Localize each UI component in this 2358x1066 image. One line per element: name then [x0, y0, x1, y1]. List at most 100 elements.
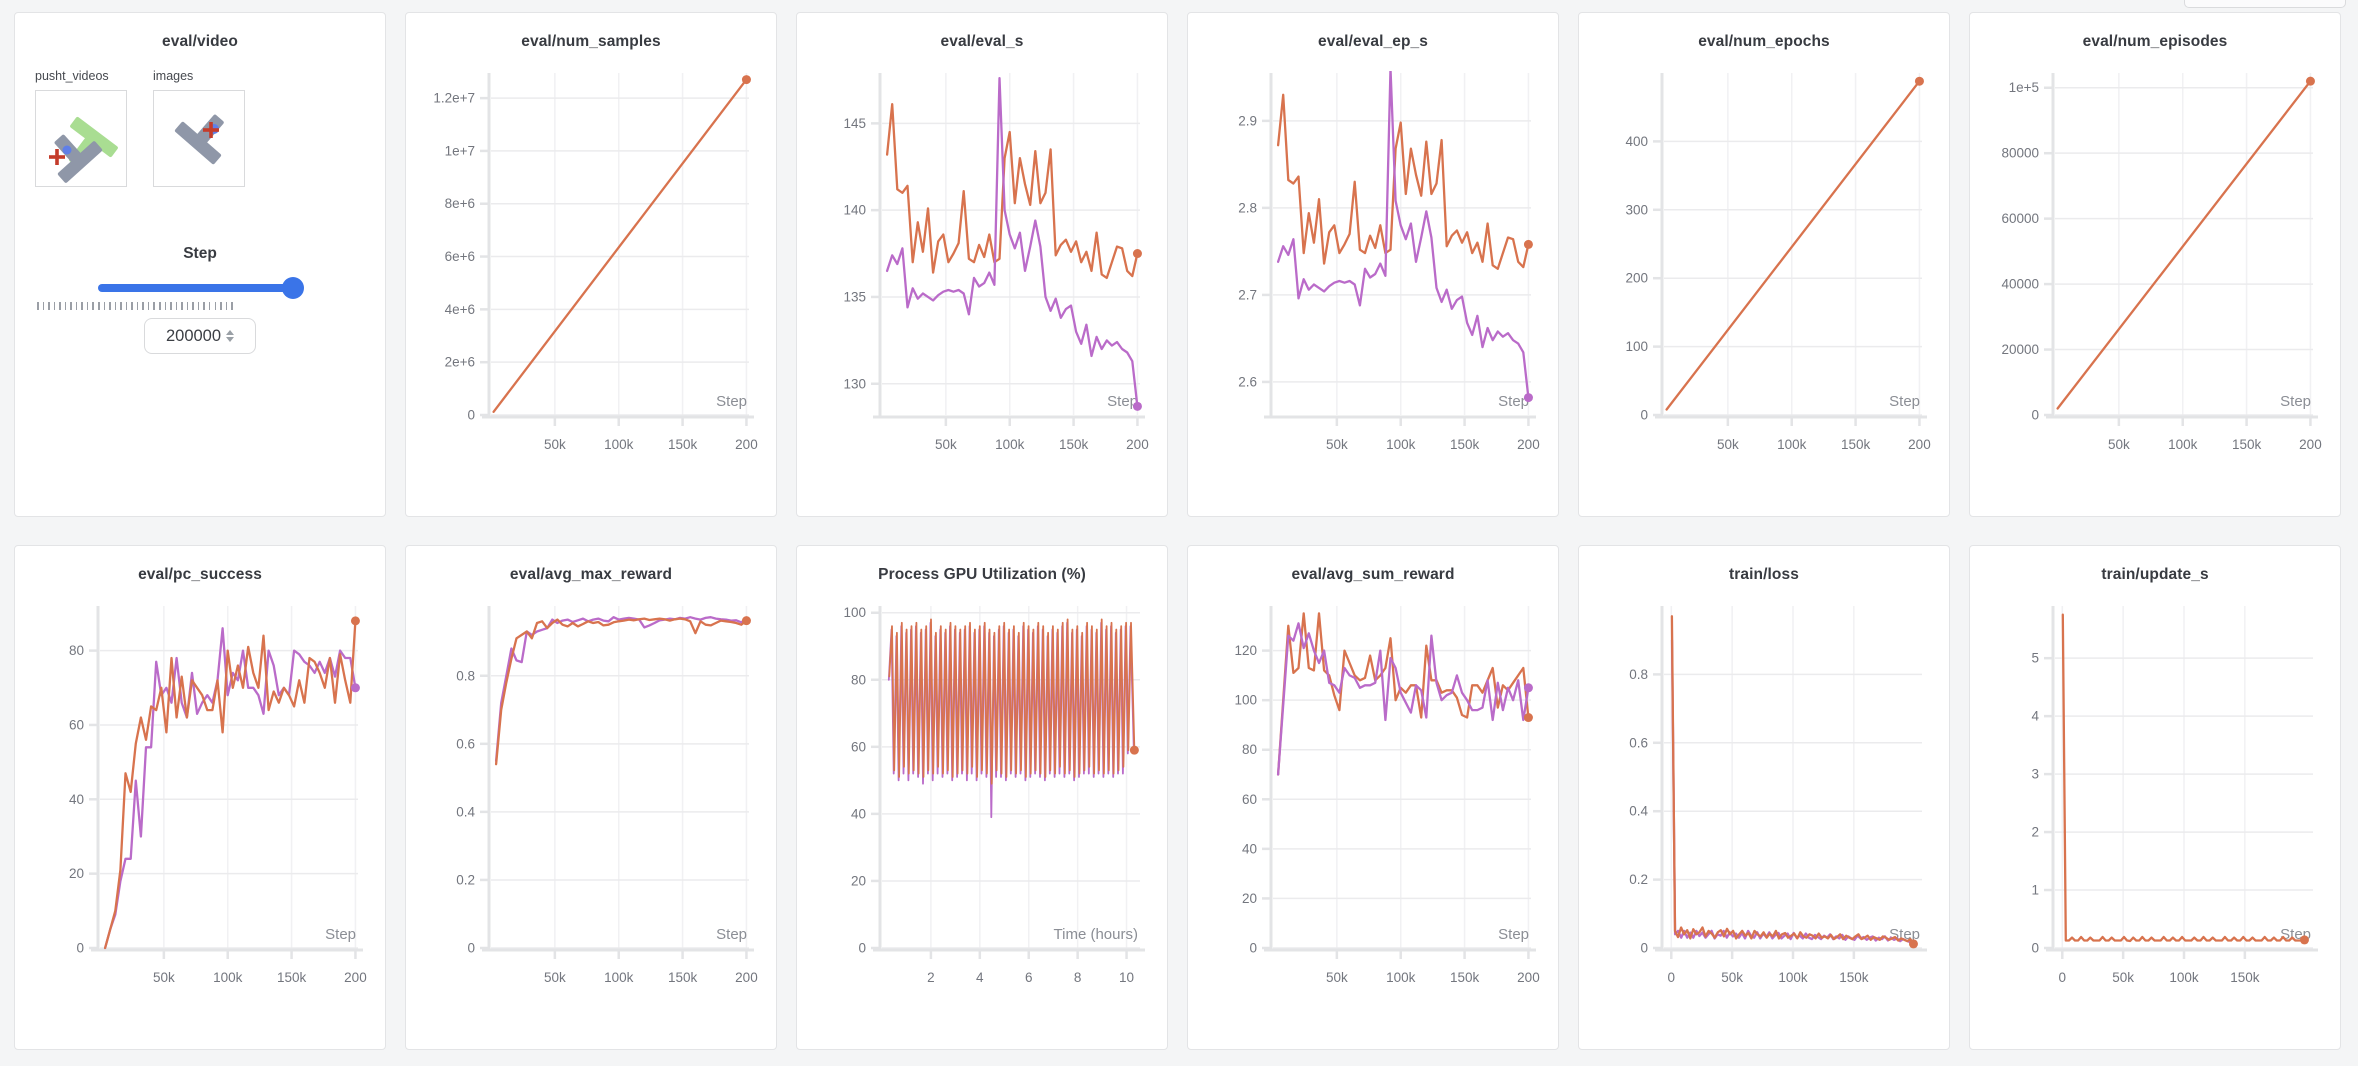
- panel-title: eval/avg_sum_reward: [1291, 566, 1455, 583]
- svg-text:150k: 150k: [1059, 437, 1089, 452]
- svg-text:80000: 80000: [2001, 146, 2039, 161]
- svg-text:150k: 150k: [1450, 437, 1480, 452]
- svg-text:2.9: 2.9: [1238, 113, 1257, 128]
- chart-eval-pc-success[interactable]: 0 20 40 60 80 50k 100k 150k 200 Step: [28, 590, 372, 1020]
- chart-eval-num-samples[interactable]: 0 2e+6 4e+6 6e+6 8e+6 1e+7 1.2e+7 50k 100k 150k 20…: [419, 57, 763, 487]
- images-thumbnail[interactable]: [153, 90, 245, 187]
- svg-text:200: 200: [344, 970, 367, 985]
- decrement-icon[interactable]: [226, 337, 235, 342]
- svg-text:300: 300: [1625, 202, 1648, 217]
- svg-text:0.6: 0.6: [456, 736, 475, 751]
- svg-text:100: 100: [843, 605, 866, 620]
- panel-eval-num-epochs: eval/num_epochs 0 100 200 300 400 50k 100k 150k…: [1578, 12, 1950, 517]
- svg-text:200: 200: [1126, 437, 1149, 452]
- panel-title: eval/avg_max_reward: [509, 566, 673, 583]
- chart-eval-num-epochs[interactable]: 0 100 200 300 400 50k 100k 150k 200 Step: [1592, 57, 1936, 487]
- svg-text:1: 1: [2031, 883, 2039, 898]
- svg-text:200: 200: [735, 970, 758, 985]
- svg-text:10: 10: [1119, 970, 1134, 985]
- target-cross-icon: [203, 122, 219, 138]
- svg-text:100k: 100k: [2169, 970, 2199, 985]
- panel-title: eval/num_episodes: [2082, 33, 2228, 50]
- chart-eval-eval-ep-s[interactable]: 2.6 2.7 2.8 2.9 50k 100k 150k 200 Step: [1201, 57, 1545, 487]
- svg-text:3: 3: [2031, 767, 2039, 782]
- step-slider-label: Step: [183, 245, 217, 262]
- svg-text:2.6: 2.6: [1238, 374, 1257, 389]
- svg-text:200: 200: [735, 437, 758, 452]
- svg-text:50k: 50k: [1717, 437, 1739, 452]
- partial-toolbar-edge: [2184, 0, 2346, 8]
- svg-text:40000: 40000: [2001, 277, 2039, 292]
- svg-text:100k: 100k: [995, 437, 1025, 452]
- svg-text:0: 0: [467, 941, 475, 956]
- svg-text:6e+6: 6e+6: [445, 249, 475, 264]
- panel-eval-eval-s: eval/eval_s 130 135 140 145 50k 100k 150k 200 St…: [796, 12, 1168, 517]
- svg-text:200: 200: [2299, 437, 2322, 452]
- svg-text:5: 5: [2031, 651, 2039, 666]
- panel-eval-avg-max-reward: eval/avg_max_reward 0 0.2 0.4 0.6 0.8 50k 100k…: [405, 545, 777, 1050]
- panel-train-update-s: train/update_s 0 1 2 3 4 5 0 50k 100k 150k Step: [1969, 545, 2341, 1050]
- panel-title: Process GPU Utilization (%): [878, 566, 1086, 583]
- svg-text:60: 60: [69, 717, 84, 732]
- svg-text:20: 20: [1242, 891, 1257, 906]
- svg-text:2.8: 2.8: [1238, 200, 1257, 215]
- svg-text:0.6: 0.6: [1629, 735, 1648, 750]
- step-slider-thumb[interactable]: [282, 277, 304, 299]
- svg-text:Step: Step: [1889, 393, 1920, 410]
- svg-text:Time (hours): Time (hours): [1054, 926, 1138, 943]
- svg-text:150k: 150k: [1450, 970, 1480, 985]
- panel-eval-pc-success: eval/pc_success 0 20 40 60 80 50k 100k 150k 200 S…: [14, 545, 386, 1050]
- svg-text:0: 0: [1668, 970, 1676, 985]
- pusht-video-thumbnail[interactable]: [35, 90, 127, 187]
- svg-text:100k: 100k: [604, 970, 634, 985]
- svg-text:200: 200: [1517, 437, 1540, 452]
- svg-text:135: 135: [843, 289, 866, 304]
- svg-text:2: 2: [2031, 825, 2039, 840]
- svg-text:2.7: 2.7: [1238, 287, 1257, 302]
- chart-eval-eval-s[interactable]: 130 135 140 145 50k 100k 150k 200 Step: [810, 57, 1154, 487]
- svg-text:100k: 100k: [1386, 970, 1416, 985]
- svg-text:150k: 150k: [1841, 437, 1871, 452]
- svg-text:Step: Step: [1107, 393, 1138, 410]
- svg-text:4e+6: 4e+6: [445, 302, 475, 317]
- svg-text:200: 200: [1908, 437, 1931, 452]
- chart-gpu-utilization[interactable]: 0 20 40 60 80 100 2 4 6 8 10 Time (hours): [810, 590, 1154, 1020]
- increment-icon[interactable]: [226, 330, 235, 335]
- svg-text:150k: 150k: [1839, 970, 1869, 985]
- svg-text:4: 4: [976, 970, 984, 985]
- svg-text:80: 80: [1242, 742, 1257, 757]
- panel-title: eval/num_epochs: [1698, 33, 1830, 50]
- svg-text:60000: 60000: [2001, 211, 2039, 226]
- svg-text:Step: Step: [325, 926, 356, 943]
- stepper-arrows: [226, 330, 235, 342]
- step-slider-track[interactable]: [98, 284, 302, 292]
- svg-text:50k: 50k: [2108, 437, 2130, 452]
- step-slider[interactable]: [98, 277, 304, 299]
- chart-eval-num-episodes[interactable]: 0 20000 40000 60000 80000 1e+5 50k 100k 150k 200 S…: [1983, 57, 2327, 487]
- svg-text:0: 0: [858, 941, 866, 956]
- step-number-input[interactable]: 200000: [144, 318, 256, 354]
- svg-text:0: 0: [1249, 941, 1257, 956]
- panel-eval-avg-sum-reward: eval/avg_sum_reward 0 20 40 60 80 100 120 50k 10…: [1187, 545, 1559, 1050]
- svg-text:130: 130: [843, 376, 866, 391]
- chart-eval-avg-sum-reward[interactable]: 0 20 40 60 80 100 120 50k 100k 150k 200 Step: [1201, 590, 1545, 1020]
- svg-text:50k: 50k: [2112, 970, 2134, 985]
- panel-train-loss: train/loss 0 0.2 0.4 0.6 0.8 0 50k 100k 150k Step: [1578, 545, 1950, 1050]
- svg-text:20: 20: [851, 873, 866, 888]
- svg-text:100k: 100k: [2168, 437, 2198, 452]
- svg-text:40: 40: [69, 792, 84, 807]
- svg-text:50k: 50k: [544, 437, 566, 452]
- pusht-scene: [49, 116, 118, 183]
- svg-text:Step: Step: [1498, 393, 1529, 410]
- svg-text:150k: 150k: [2232, 437, 2262, 452]
- svg-text:150k: 150k: [277, 970, 307, 985]
- chart-eval-avg-max-reward[interactable]: 0 0.2 0.4 0.6 0.8 50k 100k 150k 200 Step: [419, 590, 763, 1020]
- panel-title: train/update_s: [2101, 566, 2209, 583]
- svg-text:Step: Step: [2280, 393, 2311, 410]
- target-cross-icon: [49, 149, 65, 165]
- svg-text:0: 0: [2059, 970, 2067, 985]
- panel-eval-video: eval/video pusht_videos: [14, 12, 386, 517]
